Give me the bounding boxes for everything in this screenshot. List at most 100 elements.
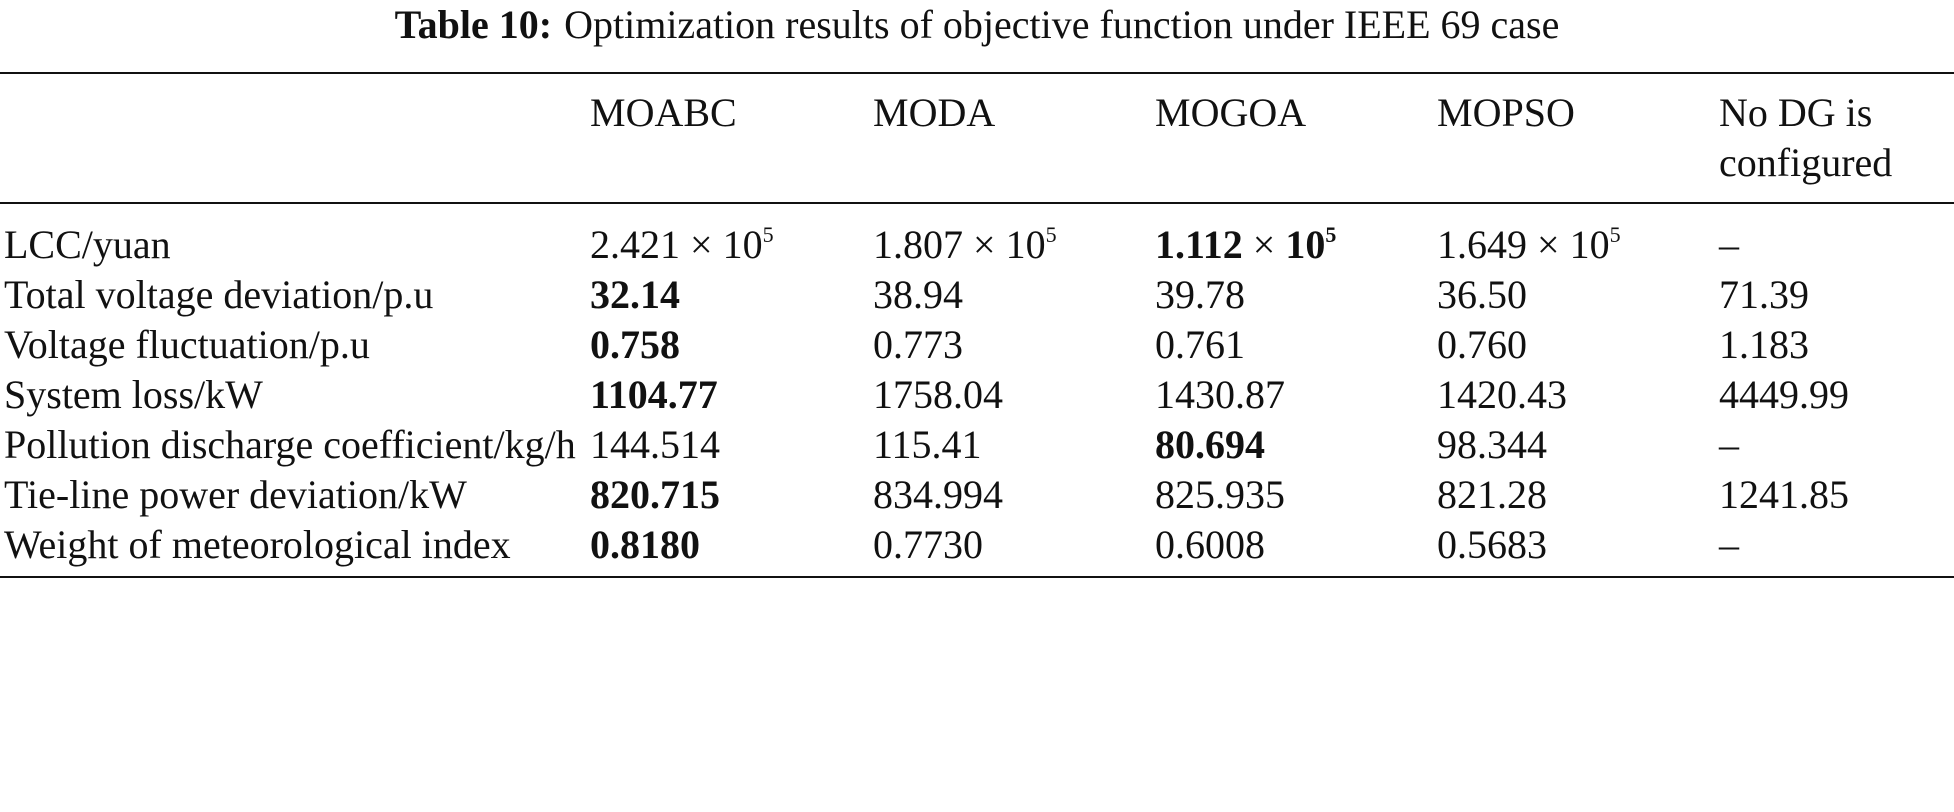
cell-value: –	[1719, 222, 1739, 267]
value-cell: 36.50	[1437, 270, 1719, 320]
cell-value: 1241.85	[1719, 472, 1849, 517]
value-cell: 0.758	[590, 320, 873, 370]
cell-value: 0.773	[873, 322, 963, 367]
sci-times: ×	[1537, 222, 1560, 267]
header-cell-method: MOGOA	[1155, 90, 1307, 135]
table-row: Total voltage deviation/p.u 32.14 38.94 39.…	[0, 270, 1954, 320]
value-cell: 0.6008	[1155, 520, 1437, 577]
sci-exponent: 5	[1325, 222, 1337, 247]
cell-value: 820.715	[590, 472, 720, 517]
cell-value: 1104.77	[590, 372, 718, 417]
cell-value: 0.758	[590, 322, 680, 367]
cell-value: 0.5683	[1437, 522, 1547, 567]
row-label: Total voltage deviation/p.u	[4, 272, 434, 317]
sci-exponent: 5	[762, 222, 774, 247]
sci-times: ×	[690, 222, 713, 267]
row-label: LCC/yuan	[4, 222, 171, 267]
table-row: Pollution discharge coefficient/kg/h 144.…	[0, 420, 1954, 470]
value-cell: 1758.04	[873, 370, 1155, 420]
cell-value: 98.344	[1437, 422, 1547, 467]
value-cell: 1.112 × 105	[1155, 203, 1437, 270]
cell-value: 39.78	[1155, 272, 1245, 317]
value-cell: 0.5683	[1437, 520, 1719, 577]
value-cell: 0.773	[873, 320, 1155, 370]
table-row: Tie-line power deviation/kW 820.715 834.99…	[0, 470, 1954, 520]
header-cell-method: No DG is configured	[1719, 90, 1893, 185]
value-cell: 4449.99	[1719, 370, 1954, 420]
table-header-row: MOABC MODA MOGOA MOPSO No DG is configured	[0, 73, 1954, 203]
value-cell: 144.514	[590, 420, 873, 470]
table-body: LCC/yuan 2.421 × 105 1.807 × 105 1.112 × 10…	[0, 203, 1954, 577]
cell-value: 71.39	[1719, 272, 1809, 317]
cell-value: 36.50	[1437, 272, 1527, 317]
table-caption-label: Table 10:	[394, 2, 553, 47]
value-cell: 825.935	[1155, 470, 1437, 520]
cell-value: 1758.04	[873, 372, 1003, 417]
cell-value: 0.760	[1437, 322, 1527, 367]
cell-value: 1420.43	[1437, 372, 1567, 417]
value-cell: 1420.43	[1437, 370, 1719, 420]
cell-value: 80.694	[1155, 422, 1265, 467]
cell-value: 825.935	[1155, 472, 1285, 517]
header-cell-method: MOPSO	[1437, 90, 1575, 135]
value-cell: 115.41	[873, 420, 1155, 470]
value-cell: –	[1719, 520, 1954, 577]
header-cell-method: MOABC	[590, 90, 737, 135]
value-cell: 1.649 × 105	[1437, 203, 1719, 270]
sci-mantissa: 1.112	[1155, 222, 1243, 267]
value-cell: 98.344	[1437, 420, 1719, 470]
sci-exponent: 5	[1609, 222, 1621, 247]
cell-value: –	[1719, 522, 1739, 567]
value-cell: –	[1719, 203, 1954, 270]
row-label: Voltage fluctuation/p.u	[4, 322, 370, 367]
value-cell: 0.8180	[590, 520, 873, 577]
value-cell: 1.183	[1719, 320, 1954, 370]
sci-mantissa: 1.807	[873, 222, 963, 267]
value-cell: 1104.77	[590, 370, 873, 420]
cell-value: 38.94	[873, 272, 963, 317]
header-cell-method: MODA	[873, 90, 996, 135]
cell-value: 0.8180	[590, 522, 700, 567]
table-caption: Table 10: Optimization results of objecti…	[0, 2, 1954, 48]
table-row: Weight of meteorological index 0.8180 0.77…	[0, 520, 1954, 577]
value-cell: 1241.85	[1719, 470, 1954, 520]
cell-value: 0.6008	[1155, 522, 1265, 567]
cell-value: 144.514	[590, 422, 720, 467]
cell-value: 0.761	[1155, 322, 1245, 367]
sci-exponent: 5	[1045, 222, 1057, 247]
cell-value: 821.28	[1437, 472, 1547, 517]
value-cell: 820.715	[590, 470, 873, 520]
sci-base: 10	[722, 222, 763, 267]
sci-base: 10	[1005, 222, 1046, 267]
cell-value: 0.7730	[873, 522, 983, 567]
table-caption-text: Optimization results of objective functi…	[564, 2, 1560, 47]
value-cell: 1430.87	[1155, 370, 1437, 420]
sci-times: ×	[973, 222, 996, 267]
value-cell: 834.994	[873, 470, 1155, 520]
value-cell: 0.7730	[873, 520, 1155, 577]
table-row: System loss/kW 1104.77 1758.04 1430.87 1420.…	[0, 370, 1954, 420]
sci-mantissa: 2.421	[590, 222, 680, 267]
cell-value: –	[1719, 422, 1739, 467]
value-cell: 32.14	[590, 270, 873, 320]
cell-value: 115.41	[873, 422, 982, 467]
sci-times: ×	[1252, 222, 1276, 267]
cell-value: 4449.99	[1719, 372, 1849, 417]
row-label: Pollution discharge coefficient/kg/h	[4, 422, 576, 467]
value-cell: 38.94	[873, 270, 1155, 320]
value-cell: –	[1719, 420, 1954, 470]
value-cell: 0.761	[1155, 320, 1437, 370]
row-label: Tie-line power deviation/kW	[4, 472, 467, 517]
row-label: System loss/kW	[4, 372, 263, 417]
value-cell: 39.78	[1155, 270, 1437, 320]
cell-value: 1.183	[1719, 322, 1809, 367]
sci-mantissa: 1.649	[1437, 222, 1527, 267]
value-cell: 71.39	[1719, 270, 1954, 320]
cell-value: 1430.87	[1155, 372, 1285, 417]
table-row: LCC/yuan 2.421 × 105 1.807 × 105 1.112 × 10…	[0, 203, 1954, 270]
value-cell: 0.760	[1437, 320, 1719, 370]
value-cell: 1.807 × 105	[873, 203, 1155, 270]
value-cell: 2.421 × 105	[590, 203, 873, 270]
results-table: MOABC MODA MOGOA MOPSO No DG is configured L…	[0, 72, 1954, 578]
value-cell: 821.28	[1437, 470, 1719, 520]
